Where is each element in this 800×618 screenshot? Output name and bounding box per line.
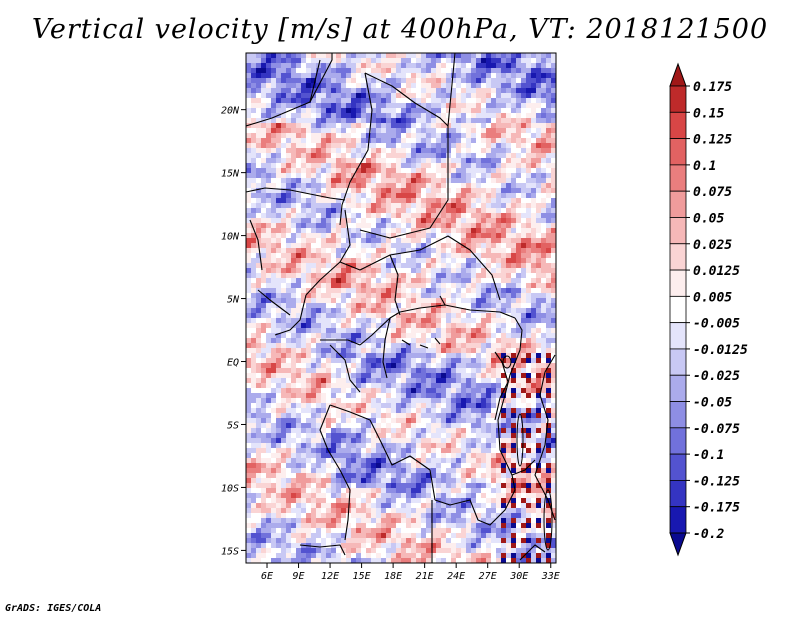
colorbar-segment [669, 453, 687, 481]
colorbar-label: 0.0125 [693, 264, 740, 279]
colorbar-segment [669, 374, 687, 402]
border-line [364, 53, 456, 127]
lon-label: 27E [479, 571, 497, 582]
lat-label: 10S [221, 483, 239, 494]
colorbar-label: -0.005 [693, 317, 740, 332]
border-line [389, 254, 401, 316]
border-line [339, 235, 501, 301]
lake-outline [543, 489, 553, 551]
colorbar-segment [669, 164, 687, 192]
colorbar-label: -0.025 [693, 369, 740, 384]
colorbar-segment [669, 111, 687, 139]
lat-label: 10N [221, 232, 240, 243]
lat-label: 15S [221, 546, 239, 557]
border-line [511, 459, 536, 476]
border-line [382, 317, 391, 379]
lon-label: 15E [353, 571, 371, 582]
border-line [339, 72, 373, 226]
colorbar-label: 0.175 [693, 80, 732, 95]
colorbar-segment [669, 85, 687, 113]
colorbar-label: 0.125 [693, 133, 732, 148]
border-line [309, 59, 321, 103]
colorbar-cap-bottom [669, 532, 687, 557]
colorbar-segment [669, 217, 687, 245]
lon-label: 6E [261, 571, 273, 582]
colorbar-segment [669, 322, 687, 350]
map-area[interactable] [246, 53, 556, 563]
colorbar-label: -0.05 [693, 396, 732, 411]
colorbar-label: 0.15 [693, 106, 724, 121]
lon-label: 30E [509, 571, 528, 582]
lon-label: 9E [293, 571, 305, 582]
border-line [497, 394, 516, 491]
colorbar-label: 0.025 [693, 238, 732, 253]
colorbar-segment [669, 348, 687, 376]
colorbar-label: 0.075 [693, 185, 732, 200]
lat-label: 5S [227, 420, 239, 431]
lat-label: 20N [221, 106, 240, 117]
border-line [494, 351, 509, 421]
colorbar-label: -0.1 [693, 448, 724, 463]
border-line [439, 295, 446, 306]
colorbar-label: -0.075 [693, 422, 740, 437]
colorbar: 0.175 0.15 0.125 0.1 0.075 0.05 0.025 0.0125 0.0… [669, 62, 748, 557]
colorbar-segment [669, 138, 687, 166]
lat-label: EQ [227, 358, 239, 369]
border-line [257, 289, 291, 316]
colorbar-segment [669, 401, 687, 429]
colorbar-cap-top [669, 62, 687, 87]
colorbar-segment [669, 295, 687, 324]
border-line [249, 219, 263, 271]
border-line [434, 489, 516, 526]
border-line [320, 339, 361, 346]
colorbar-label: 0.05 [693, 211, 724, 226]
map-frame [245, 52, 557, 564]
lon-label: 12E [321, 571, 339, 582]
chart-title: Vertical velocity [m/s] at 400hPa, VT: 2… [31, 14, 769, 45]
colorbar-label: 0.1 [693, 159, 716, 174]
colorbar-label: 0.005 [693, 290, 732, 305]
border-line [299, 544, 346, 556]
lon-label: 18E [384, 571, 402, 582]
colorbar-segment [669, 243, 687, 271]
colorbar-label: -0.175 [693, 501, 740, 516]
colorbar-label: -0.2 [693, 527, 724, 542]
lon-label: 33E [541, 571, 560, 582]
border-line [274, 294, 307, 336]
lon-label: 21E [416, 571, 434, 582]
border-line [359, 304, 516, 346]
lat-label: 5N [227, 295, 240, 306]
lon-label: 24E [447, 571, 465, 582]
border-line [329, 344, 361, 393]
colorbar-label: -0.0125 [693, 343, 748, 358]
lat-label: 15N [221, 169, 240, 180]
footer-credit: GrADS: IGES/COLA [5, 603, 102, 614]
border-line [319, 404, 351, 541]
colorbar-segment [669, 269, 687, 297]
lake-outline [516, 413, 524, 467]
border-line [401, 337, 441, 349]
colorbar-label: -0.125 [693, 474, 740, 489]
border-line [246, 187, 346, 201]
border-line [519, 544, 546, 561]
lake-outline [502, 355, 512, 369]
colorbar-segment [669, 480, 687, 508]
colorbar-segment [669, 506, 687, 534]
map-axes: 20N 15N 10N 5N EQ 5S 10S 15S 6E 9E 12E 15E 18E 21E 24E… [221, 106, 560, 582]
colorbar-segment [669, 190, 687, 218]
country-borders [246, 53, 556, 563]
border-line [329, 404, 436, 501]
border-line [359, 126, 449, 239]
colorbar-segment [669, 427, 687, 455]
